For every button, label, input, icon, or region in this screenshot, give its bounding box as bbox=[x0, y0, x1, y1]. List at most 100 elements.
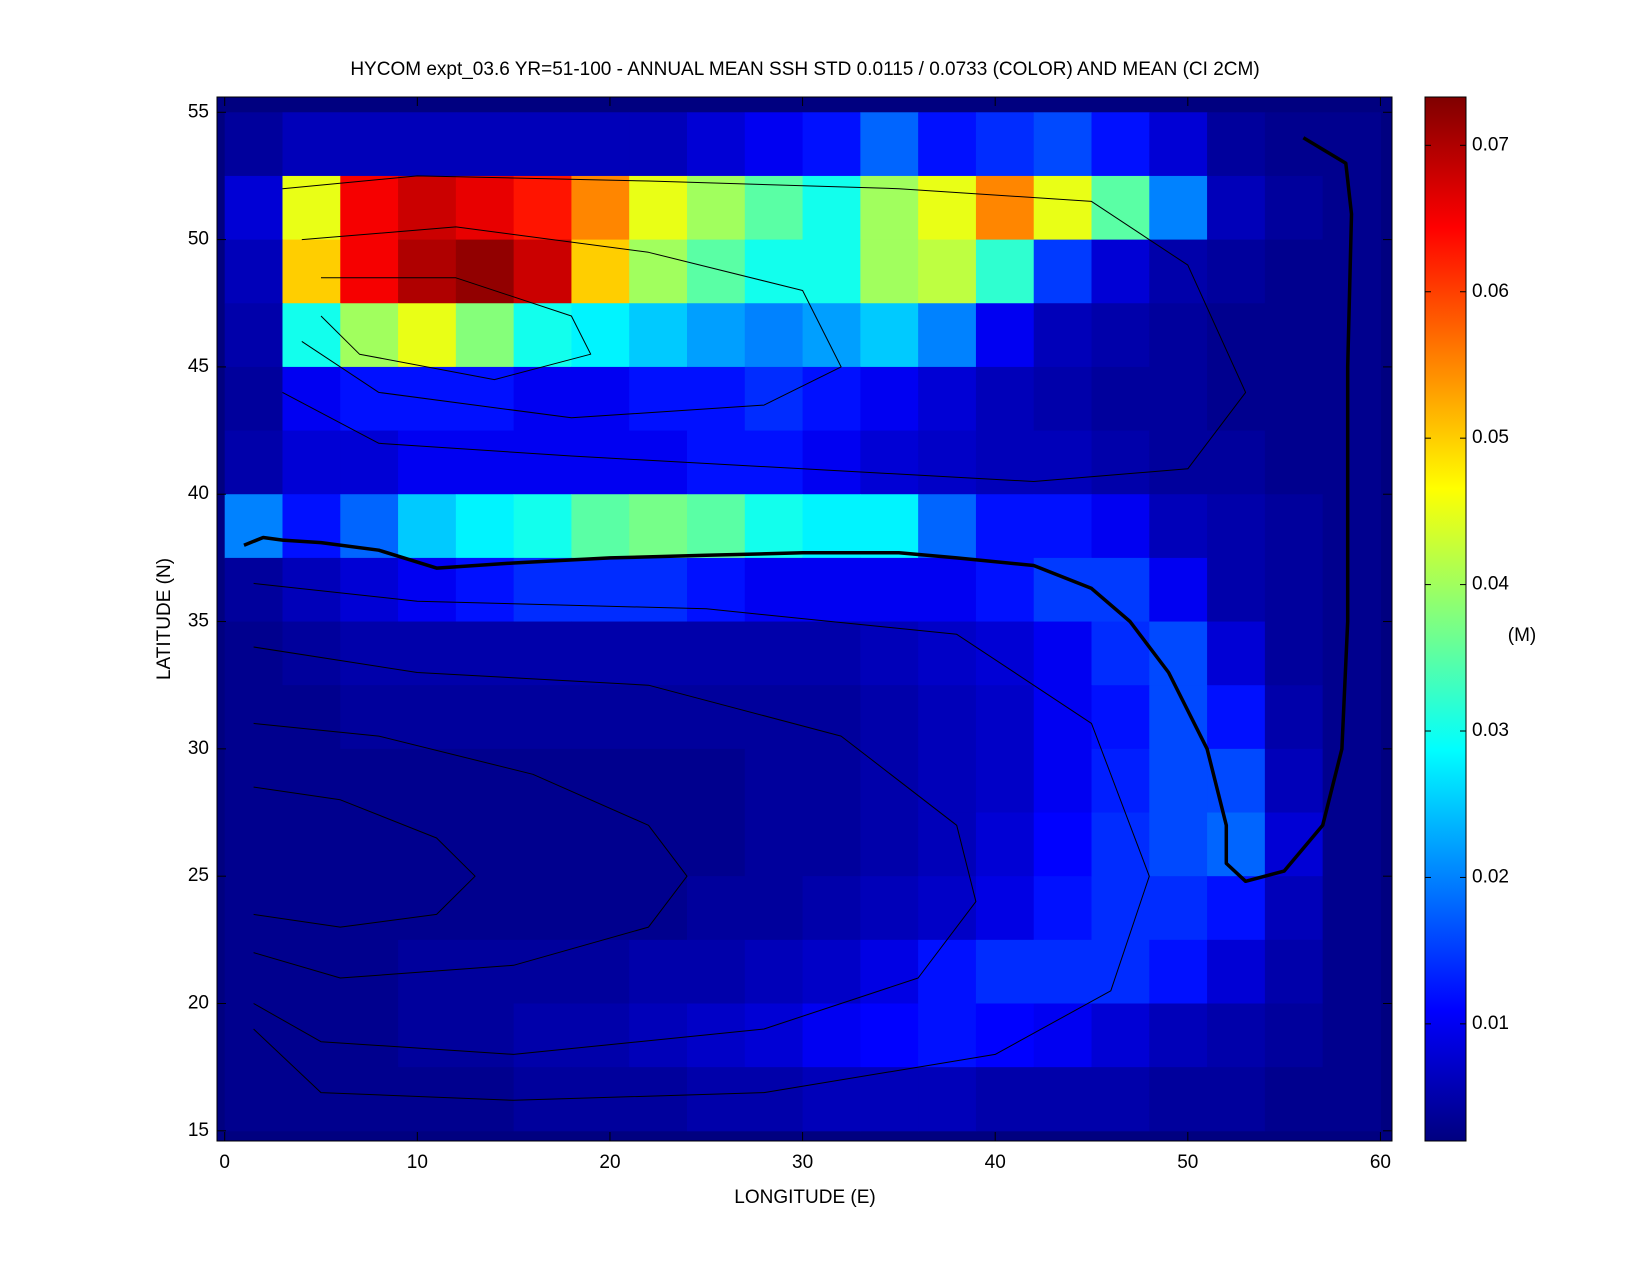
heatmap-cell bbox=[1207, 112, 1266, 177]
heatmap-cell bbox=[860, 175, 919, 241]
heatmap-cell bbox=[1264, 812, 1324, 877]
heatmap-cell bbox=[513, 939, 572, 1004]
heatmap-cell bbox=[860, 876, 919, 941]
heatmap-cell bbox=[918, 430, 977, 495]
heatmap-cell bbox=[282, 685, 341, 750]
heatmap-cell bbox=[687, 876, 746, 941]
heatmap-cell bbox=[687, 112, 746, 177]
heatmap-cell bbox=[744, 557, 804, 623]
heatmap-cell bbox=[1033, 621, 1093, 686]
heatmap-cell bbox=[744, 939, 804, 1004]
heatmap-cell bbox=[1322, 366, 1381, 432]
heatmap-cell bbox=[860, 112, 919, 177]
heatmap-cell bbox=[860, 1003, 919, 1068]
heatmap-cell bbox=[1033, 303, 1093, 368]
heatmap-cell bbox=[1033, 1067, 1093, 1132]
x-tick-label: 20 bbox=[599, 1152, 620, 1173]
heatmap-cell bbox=[282, 175, 341, 241]
heatmap-cell bbox=[744, 494, 804, 559]
heatmap-cell bbox=[1033, 748, 1093, 814]
heatmap-cell bbox=[860, 685, 919, 750]
heatmap-cell bbox=[398, 494, 457, 559]
heatmap-cell bbox=[918, 685, 977, 750]
heatmap-cell bbox=[513, 557, 572, 623]
heatmap-cell bbox=[975, 812, 1035, 877]
heatmap-cell bbox=[1149, 175, 1208, 241]
heatmap-cell bbox=[282, 239, 341, 304]
heatmap-cell bbox=[340, 621, 399, 686]
heatmap-cell bbox=[224, 685, 283, 750]
heatmap-cell bbox=[282, 812, 341, 877]
colorbar-label: (M) bbox=[1508, 625, 1536, 646]
heatmap-cell bbox=[455, 303, 515, 368]
heatmap-cell bbox=[398, 430, 457, 495]
heatmap-cell bbox=[975, 366, 1035, 432]
heatmap-cell bbox=[1033, 239, 1093, 304]
heatmap-cell bbox=[1264, 1067, 1324, 1132]
heatmap-cell bbox=[282, 621, 341, 686]
heatmap-cell bbox=[687, 557, 746, 623]
heatmap-cell bbox=[1264, 239, 1324, 304]
heatmap-cell bbox=[1207, 430, 1266, 495]
heatmap-cell bbox=[744, 876, 804, 941]
heatmap-cell bbox=[398, 1067, 457, 1132]
heatmap-cell bbox=[629, 1067, 688, 1132]
heatmap-cell bbox=[1322, 748, 1381, 814]
heatmap-cell bbox=[1207, 876, 1266, 941]
heatmap-cell bbox=[224, 1067, 283, 1132]
heatmap-cell bbox=[1322, 621, 1381, 686]
heatmap-cell bbox=[744, 112, 804, 177]
heatmap-cell bbox=[918, 494, 977, 559]
heatmap-cell bbox=[282, 1003, 341, 1068]
heatmap-cell bbox=[571, 430, 630, 495]
heatmap-cell bbox=[340, 812, 399, 877]
heatmap-cell bbox=[1149, 303, 1208, 368]
heatmap-cell bbox=[1322, 939, 1381, 1004]
heatmap-cell bbox=[340, 430, 399, 495]
heatmap-cell bbox=[1207, 494, 1266, 559]
heatmap-cell bbox=[918, 239, 977, 304]
contour-line bbox=[253, 722, 688, 979]
x-tick-label: 0 bbox=[219, 1152, 230, 1173]
heatmap-cell bbox=[629, 939, 688, 1004]
heatmap-cell bbox=[918, 175, 977, 241]
heatmap-cell bbox=[224, 621, 283, 686]
heatmap-cell bbox=[224, 939, 283, 1004]
heatmap-cell bbox=[282, 1067, 341, 1132]
heatmap-cell bbox=[571, 621, 630, 686]
heatmap-cell bbox=[1091, 876, 1150, 941]
heatmap-cell bbox=[224, 430, 283, 495]
heatmap-cell bbox=[918, 1067, 977, 1132]
heatmap-cell bbox=[1091, 366, 1150, 432]
heatmap-cell bbox=[1091, 1067, 1150, 1132]
heatmap-cell bbox=[918, 112, 977, 177]
heatmap-cell bbox=[513, 366, 572, 432]
y-tick-label: 50 bbox=[188, 229, 209, 250]
contour-line bbox=[320, 277, 592, 381]
heatmap-cell bbox=[224, 112, 283, 177]
heatmap-cell bbox=[340, 112, 399, 177]
heatmap-cell bbox=[975, 876, 1035, 941]
heatmap-cell bbox=[224, 812, 283, 877]
heatmap-cell bbox=[1264, 685, 1324, 750]
heatmap-cell bbox=[1091, 685, 1150, 750]
heatmap-cell bbox=[513, 494, 572, 559]
heatmap-cell bbox=[1322, 303, 1381, 368]
heatmap-cell bbox=[224, 494, 283, 559]
heatmap-cell bbox=[455, 112, 515, 177]
heatmap-cell bbox=[398, 621, 457, 686]
heatmap-cell bbox=[340, 1003, 399, 1068]
heatmap-cell bbox=[687, 812, 746, 877]
heatmap-cell bbox=[1149, 366, 1208, 432]
heatmap-cell bbox=[1033, 812, 1093, 877]
heatmap-cell bbox=[1207, 239, 1266, 304]
heatmap-cell bbox=[975, 748, 1035, 814]
heatmap-cell bbox=[802, 303, 861, 368]
heatmap-cell bbox=[1264, 303, 1324, 368]
x-axis-label: LONGITUDE (E) bbox=[734, 1187, 875, 1208]
heatmap-cell bbox=[455, 685, 515, 750]
heatmap-cell bbox=[975, 1067, 1035, 1132]
heatmap-cell bbox=[918, 366, 977, 432]
heatmap-cell bbox=[860, 303, 919, 368]
